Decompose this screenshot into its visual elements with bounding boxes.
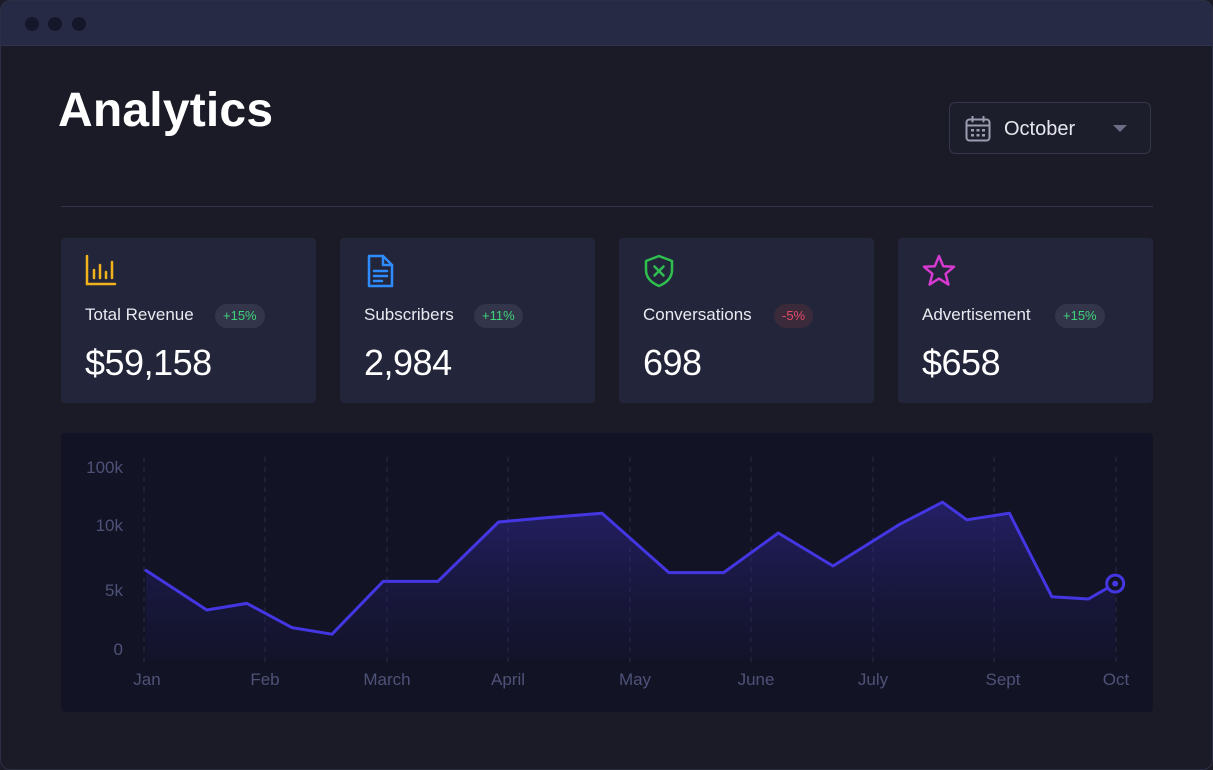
card-label: Advertisement [922,305,1031,324]
star-icon [922,254,956,286]
card-value: $59,158 [85,342,212,383]
x-tick-label: April [491,670,525,689]
highlight-marker-dot [1112,580,1119,587]
stat-card-advertisement: Advertisement +15% $658 [898,238,1153,403]
x-tick-label: Feb [250,670,279,689]
y-tick-label: 0 [114,640,123,659]
change-badge: +15% [1055,304,1105,328]
header-divider [61,206,1153,207]
card-label: Conversations [643,305,752,324]
card-value: 2,984 [364,342,452,383]
page-title: Analytics [58,84,274,137]
x-tick-label: March [363,670,410,689]
month-select-value: October [1004,118,1076,140]
stat-card-total-revenue: Total Revenue +15% $59,158 [61,238,316,403]
stat-card-conversations: Conversations -5% 698 [619,238,874,403]
window-control-dot[interactable] [25,17,39,31]
window-control-dot[interactable] [72,17,86,31]
change-badge: -5% [774,304,814,328]
month-select[interactable]: October [949,102,1151,154]
series-area [146,502,1116,659]
x-tick-label: May [619,670,652,689]
x-tick-label: Jan [133,670,160,689]
x-tick-label: July [858,670,889,689]
area-chart: 0 5k 10k 100k Jan Feb March April May June July Se… [86,457,1130,689]
window-titlebar [1,1,1212,46]
x-tick-label: June [738,670,775,689]
x-tick-label: Sept [986,670,1021,689]
change-badge: +15% [215,304,265,328]
card-value: 698 [643,342,702,383]
card-value: $658 [922,342,1001,383]
y-tick-label: 100k [86,458,123,477]
card-label: Subscribers [364,305,454,324]
bar-chart-icon [85,254,117,286]
change-badge: +11% [474,304,523,328]
x-tick-label: Oct [1103,670,1130,689]
window-control-dot[interactable] [48,17,62,31]
calendar-icon [965,116,991,142]
y-tick-label: 5k [105,581,123,600]
stat-card-subscribers: Subscribers +11% 2,984 [340,238,595,403]
chevron-down-icon [1113,125,1127,132]
card-label: Total Revenue [85,305,194,324]
document-icon [367,254,394,288]
revenue-chart-panel: 0 5k 10k 100k Jan Feb March April May June July Se… [61,433,1153,712]
y-tick-label: 10k [96,516,124,535]
shield-x-icon [644,254,674,288]
